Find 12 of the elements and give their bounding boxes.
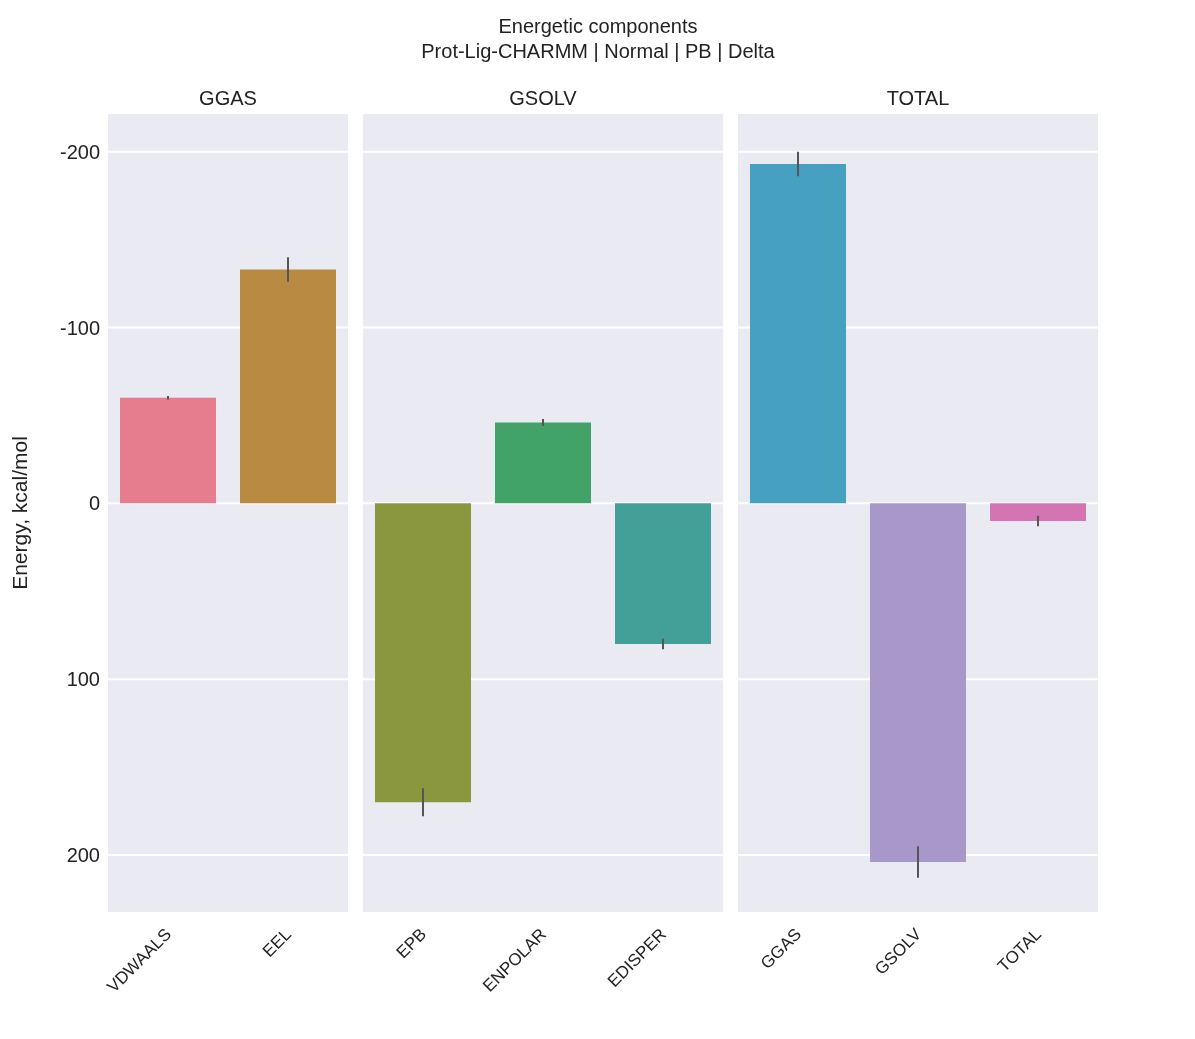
chart-title: GSOLV <box>508 87 578 110</box>
y-tick-label: -100 <box>59 316 100 339</box>
text: Energetic components <box>497 14 699 39</box>
x-tick-label: EEL <box>258 924 296 961</box>
text: Prot-Lig-CHARMM | Normal | PB | Delta <box>420 39 776 64</box>
y-tick-label: -200 <box>59 140 100 163</box>
chart-title: GGAS <box>198 87 258 110</box>
y-tick-label: 100 <box>66 668 100 691</box>
chart-title: TOTAL <box>885 87 951 110</box>
y-tick-label: 200 <box>66 844 100 867</box>
y-axis-title: Energy, kcal/mol <box>8 436 32 590</box>
y-tick-label: 0 <box>88 492 100 515</box>
